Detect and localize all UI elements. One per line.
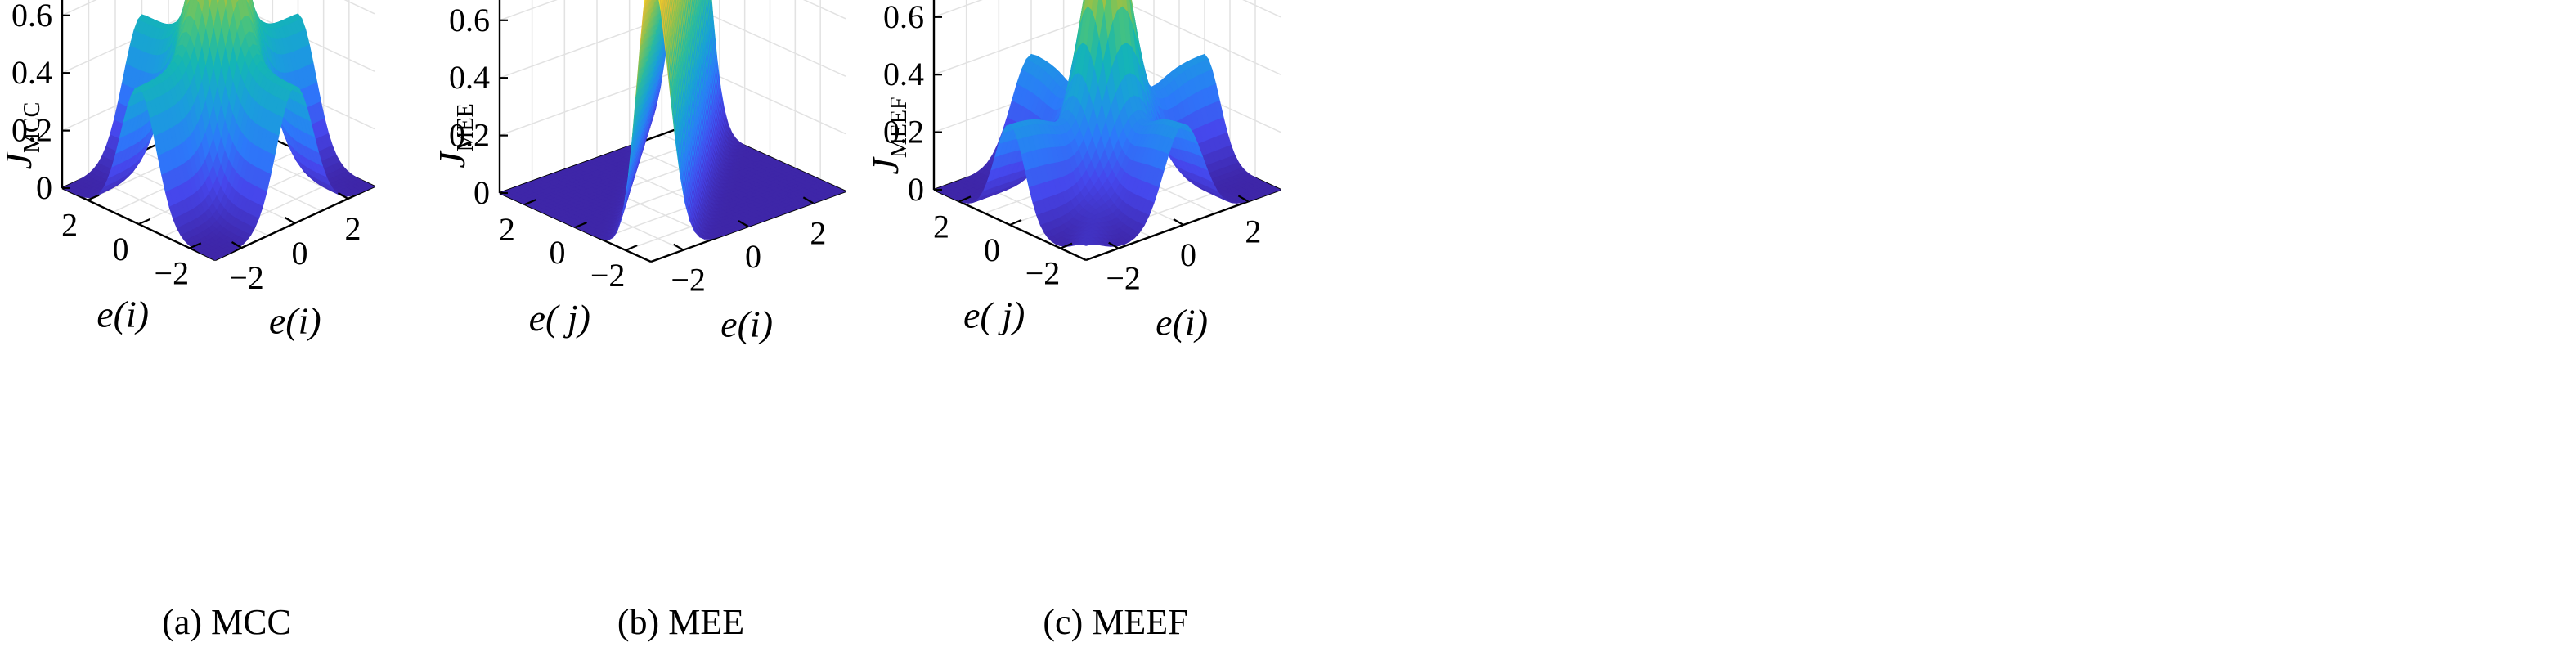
z-label-sub: MEEF (886, 97, 912, 158)
x-tick-label: −2 (671, 262, 706, 299)
z-label-sub: MCC (20, 102, 45, 153)
z-tick-label: 0.6 (449, 2, 490, 38)
x-tick-label: 0 (292, 235, 308, 272)
z-tick-label: 0.4 (11, 54, 52, 91)
x-axis-label: e(i) (720, 303, 773, 344)
y-axis: 20 −2e(i) (61, 194, 202, 335)
surface-patch (210, 256, 220, 261)
z-axis-label: JMEEF (864, 97, 912, 174)
x-tick-label: 0 (745, 238, 761, 275)
z-tick-label: 0 (908, 171, 924, 208)
y-tick (1009, 218, 1022, 227)
x-axis-label: e(i) (269, 300, 321, 342)
x-tick-label: 2 (810, 214, 826, 251)
x-tick (337, 192, 349, 200)
y-tick (87, 194, 100, 201)
z-axis-label: JMEE (431, 103, 478, 168)
z-tick-label: 0.2 (11, 112, 52, 149)
z-tick-label: 0.6 (11, 0, 52, 34)
panel-3: 00.20.40.60.81.0JMEEF20−2e( j)−202e(i)(c… (864, 0, 1281, 642)
y-axis-label: e(i) (96, 294, 149, 335)
surface (499, 0, 846, 240)
panel-1: 00.20.40.60.81.0JMCC20−2e(i)−202e(i)(a) … (0, 0, 375, 642)
x-tick (231, 241, 243, 249)
z-axis: 00.20.40.60.81.0 (11, 0, 70, 206)
x-tick (673, 243, 684, 251)
y-tick-label: −2 (590, 257, 626, 294)
z-tick-label: 0.4 (883, 56, 924, 92)
panel-2: 00.20.40.60.81.0JMEE20−2e( j)−202e(i)(b)… (431, 0, 846, 642)
y-tick-label: 0 (550, 234, 566, 271)
z-tick-label: 0.4 (449, 59, 490, 96)
y-tick-label: 2 (61, 207, 78, 244)
z-tick-label: 0.6 (883, 0, 924, 35)
y-tick-label: −2 (155, 254, 190, 291)
z-label-sub: MEE (453, 103, 478, 151)
z-label-main: J (0, 151, 39, 169)
y-tick (189, 242, 202, 249)
y-tick (625, 244, 638, 252)
x-axis: −2 02 e(i) (229, 192, 361, 342)
surface-patch (223, 0, 228, 9)
y-tick-label: 2 (933, 208, 949, 245)
z-tick-label: 0 (473, 174, 490, 211)
x-tick-label: 2 (345, 210, 361, 247)
y-tick-label: 2 (499, 211, 515, 248)
panel-caption: (a) MCC (162, 602, 291, 642)
y-tick (138, 218, 150, 226)
y-tick-label: 0 (113, 231, 129, 267)
y-axis-label: e( j) (529, 297, 590, 339)
z-axis-label: JMCC (0, 102, 45, 170)
surface-patch (216, 0, 220, 7)
z-tick-label: 0 (36, 169, 52, 206)
surface (61, 0, 375, 261)
y-tick-label: 0 (984, 231, 1000, 268)
x-tick-label: −2 (229, 259, 264, 296)
surface-patch (207, 0, 212, 9)
panel-caption: (b) MEE (617, 602, 744, 642)
x-tick (284, 217, 296, 224)
